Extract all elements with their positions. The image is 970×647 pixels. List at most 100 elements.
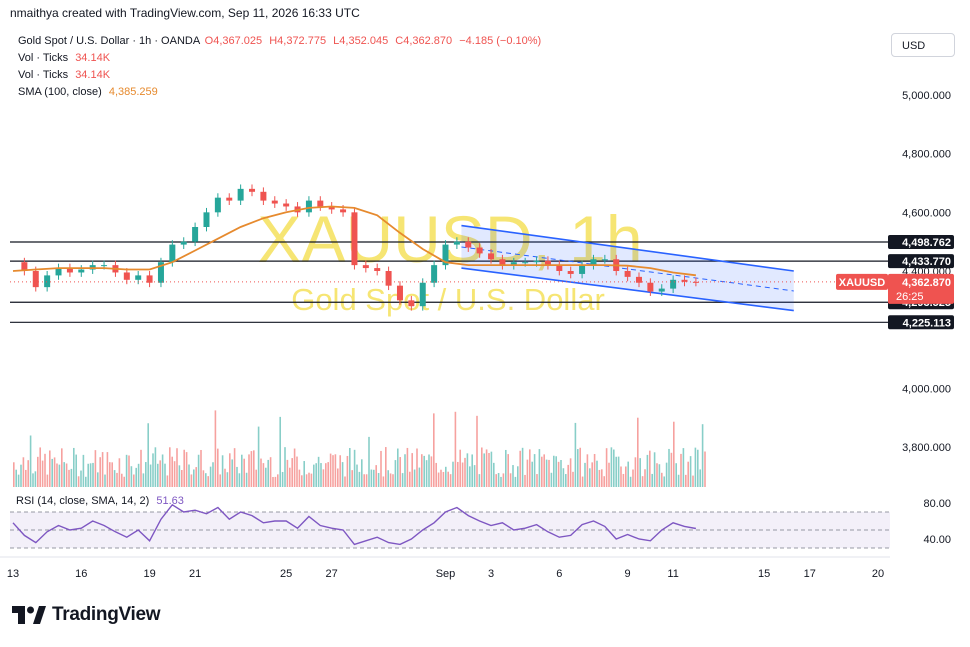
volume-bar [145,462,147,487]
volume-bar [562,468,565,487]
price-candle-body [214,197,221,213]
volume-legend-1[interactable]: Vol · Ticks 34.14K [18,52,110,64]
price-candle-body [21,262,28,271]
volume-value: 34.14K [75,52,111,64]
volume-bar [207,476,209,487]
volume-bar [152,453,154,487]
horizontal-level-label: 4,498.762 [902,237,951,249]
volume-bar [416,448,418,487]
rsi-tick-label: 40.00 [923,534,951,546]
volume-bar [325,463,327,487]
volume-bar [116,472,118,487]
volume-bar [17,474,20,487]
volume-bar [92,462,94,487]
volume-bar [248,454,250,487]
volume-bar [435,462,437,487]
volume-bar [130,466,133,487]
price-candle-body [283,203,290,207]
volume-bar [649,450,651,487]
rsi-line [12,503,697,546]
volume-bar [226,472,229,487]
volume-bar [387,470,389,487]
volume-bar [538,449,541,487]
volume-bar [135,467,137,487]
volume-bar [257,426,260,487]
volume-bar [73,447,75,487]
volume-bar [346,455,349,487]
rsi-pane[interactable]: 80.00 40.00 [10,498,951,549]
price-candle-body [385,271,392,286]
price-candle-body [226,197,233,201]
price-candle-body [192,227,199,242]
rsi-legend[interactable]: RSI (14, close, SMA, 14, 2) 51.63 [16,495,184,507]
volume-bar [277,474,279,487]
volume-bar [406,447,409,487]
symbol-legend[interactable]: Gold Spot / U.S. Dollar · 1h · OANDA O4,… [18,35,541,47]
time-axis[interactable]: 13 16 19 21 25 27 Sep 3 6 9 11 15 17 20 [7,568,884,580]
price-candle-body [692,281,699,283]
volume-bar [502,473,505,487]
sma-series [12,205,697,277]
volume-bar [238,473,241,487]
volume-bar [82,454,85,487]
volume-legend-2[interactable]: Vol · Ticks 34.14K [18,69,110,81]
volume-bar [173,461,176,487]
volume-bar [85,476,87,487]
price-candle-body [44,275,51,288]
volume-bar [401,473,404,487]
volume-bar [245,472,248,487]
volume-bar [440,469,442,487]
price-axis[interactable]: 5,000.000 4,800.000 4,600.000 4,000.000 3,80… [836,90,954,454]
price-candle-body [567,271,574,274]
volume-bar [289,467,291,487]
volume-bar [457,461,459,487]
price-chart[interactable]: XAUUSD, 1h Gold Spot / U.S. Dollar 4,498… [0,0,970,600]
time-tick-label: 27 [326,568,338,580]
rsi-label: RSI (14, close, SMA, 14, 2) [16,495,150,507]
symbol-tag [836,273,888,290]
volume-bar [596,460,598,487]
volume-bar [13,462,15,487]
volume-bar [454,411,457,487]
volume-bar [466,453,469,487]
volume-bar [281,471,284,487]
volume-bar [313,464,315,487]
time-tick-label: 19 [143,568,155,580]
volume-bar [142,473,145,487]
volume-bar [361,459,363,487]
ohlc-high: H4,372.775 [269,35,327,47]
volume-bar [363,474,365,487]
volume-bar [699,469,701,487]
price-candle-body [510,262,517,266]
volume-bar [272,476,274,487]
volume-bar [305,474,308,487]
volume-bar [279,416,281,487]
volume-bar [509,473,512,487]
volume-bar [250,451,253,487]
price-candle-body [203,212,210,227]
volume-bar [447,471,449,487]
volume-bar [550,472,553,487]
volume-bar [591,462,593,487]
price-candle-body [101,265,108,267]
price-candle-body [556,265,563,271]
volume-bar [473,465,476,487]
volume-bar [341,462,344,487]
volume-bar [637,417,639,487]
volume-bar [380,450,382,487]
volume-bar [63,462,65,487]
time-tick-label: 21 [189,568,201,580]
currency-button[interactable]: USD [891,33,955,57]
volume-bar [301,475,303,487]
volume-bar [241,454,243,487]
volume-bar [615,456,617,487]
sma-legend[interactable]: SMA (100, close) 4,385.259 [18,86,158,98]
price-candle-body [670,279,677,289]
volume-bar [200,449,202,487]
volume-bar [53,457,56,487]
volume-bar [512,465,514,487]
volume-bar [154,447,157,487]
volume-bar [370,469,373,487]
tradingview-logo[interactable]: TradingView [12,604,161,626]
